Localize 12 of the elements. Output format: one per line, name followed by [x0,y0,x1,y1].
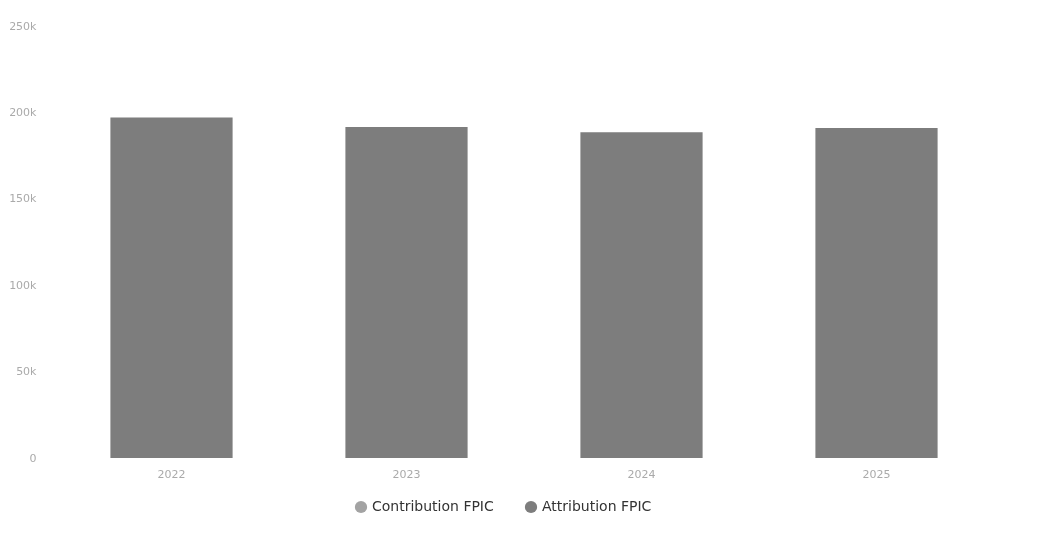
y-tick-label: 150k [9,192,38,206]
x-tick-label: 2025 [862,467,891,481]
x-tick-label: 2023 [392,467,421,481]
y-tick-label: 100k [9,278,38,292]
legend-label: Attribution FPIC [542,498,652,514]
x-tick-label: 2022 [157,467,186,481]
legend-label: Contribution FPIC [372,498,494,514]
y-tick-label: 200k [9,105,38,119]
x-tick-label: 2024 [627,467,656,481]
y-tick-label: 50k [16,365,38,379]
y-tick-label: 250k [9,19,38,33]
y-tick-label: 0 [29,451,37,465]
